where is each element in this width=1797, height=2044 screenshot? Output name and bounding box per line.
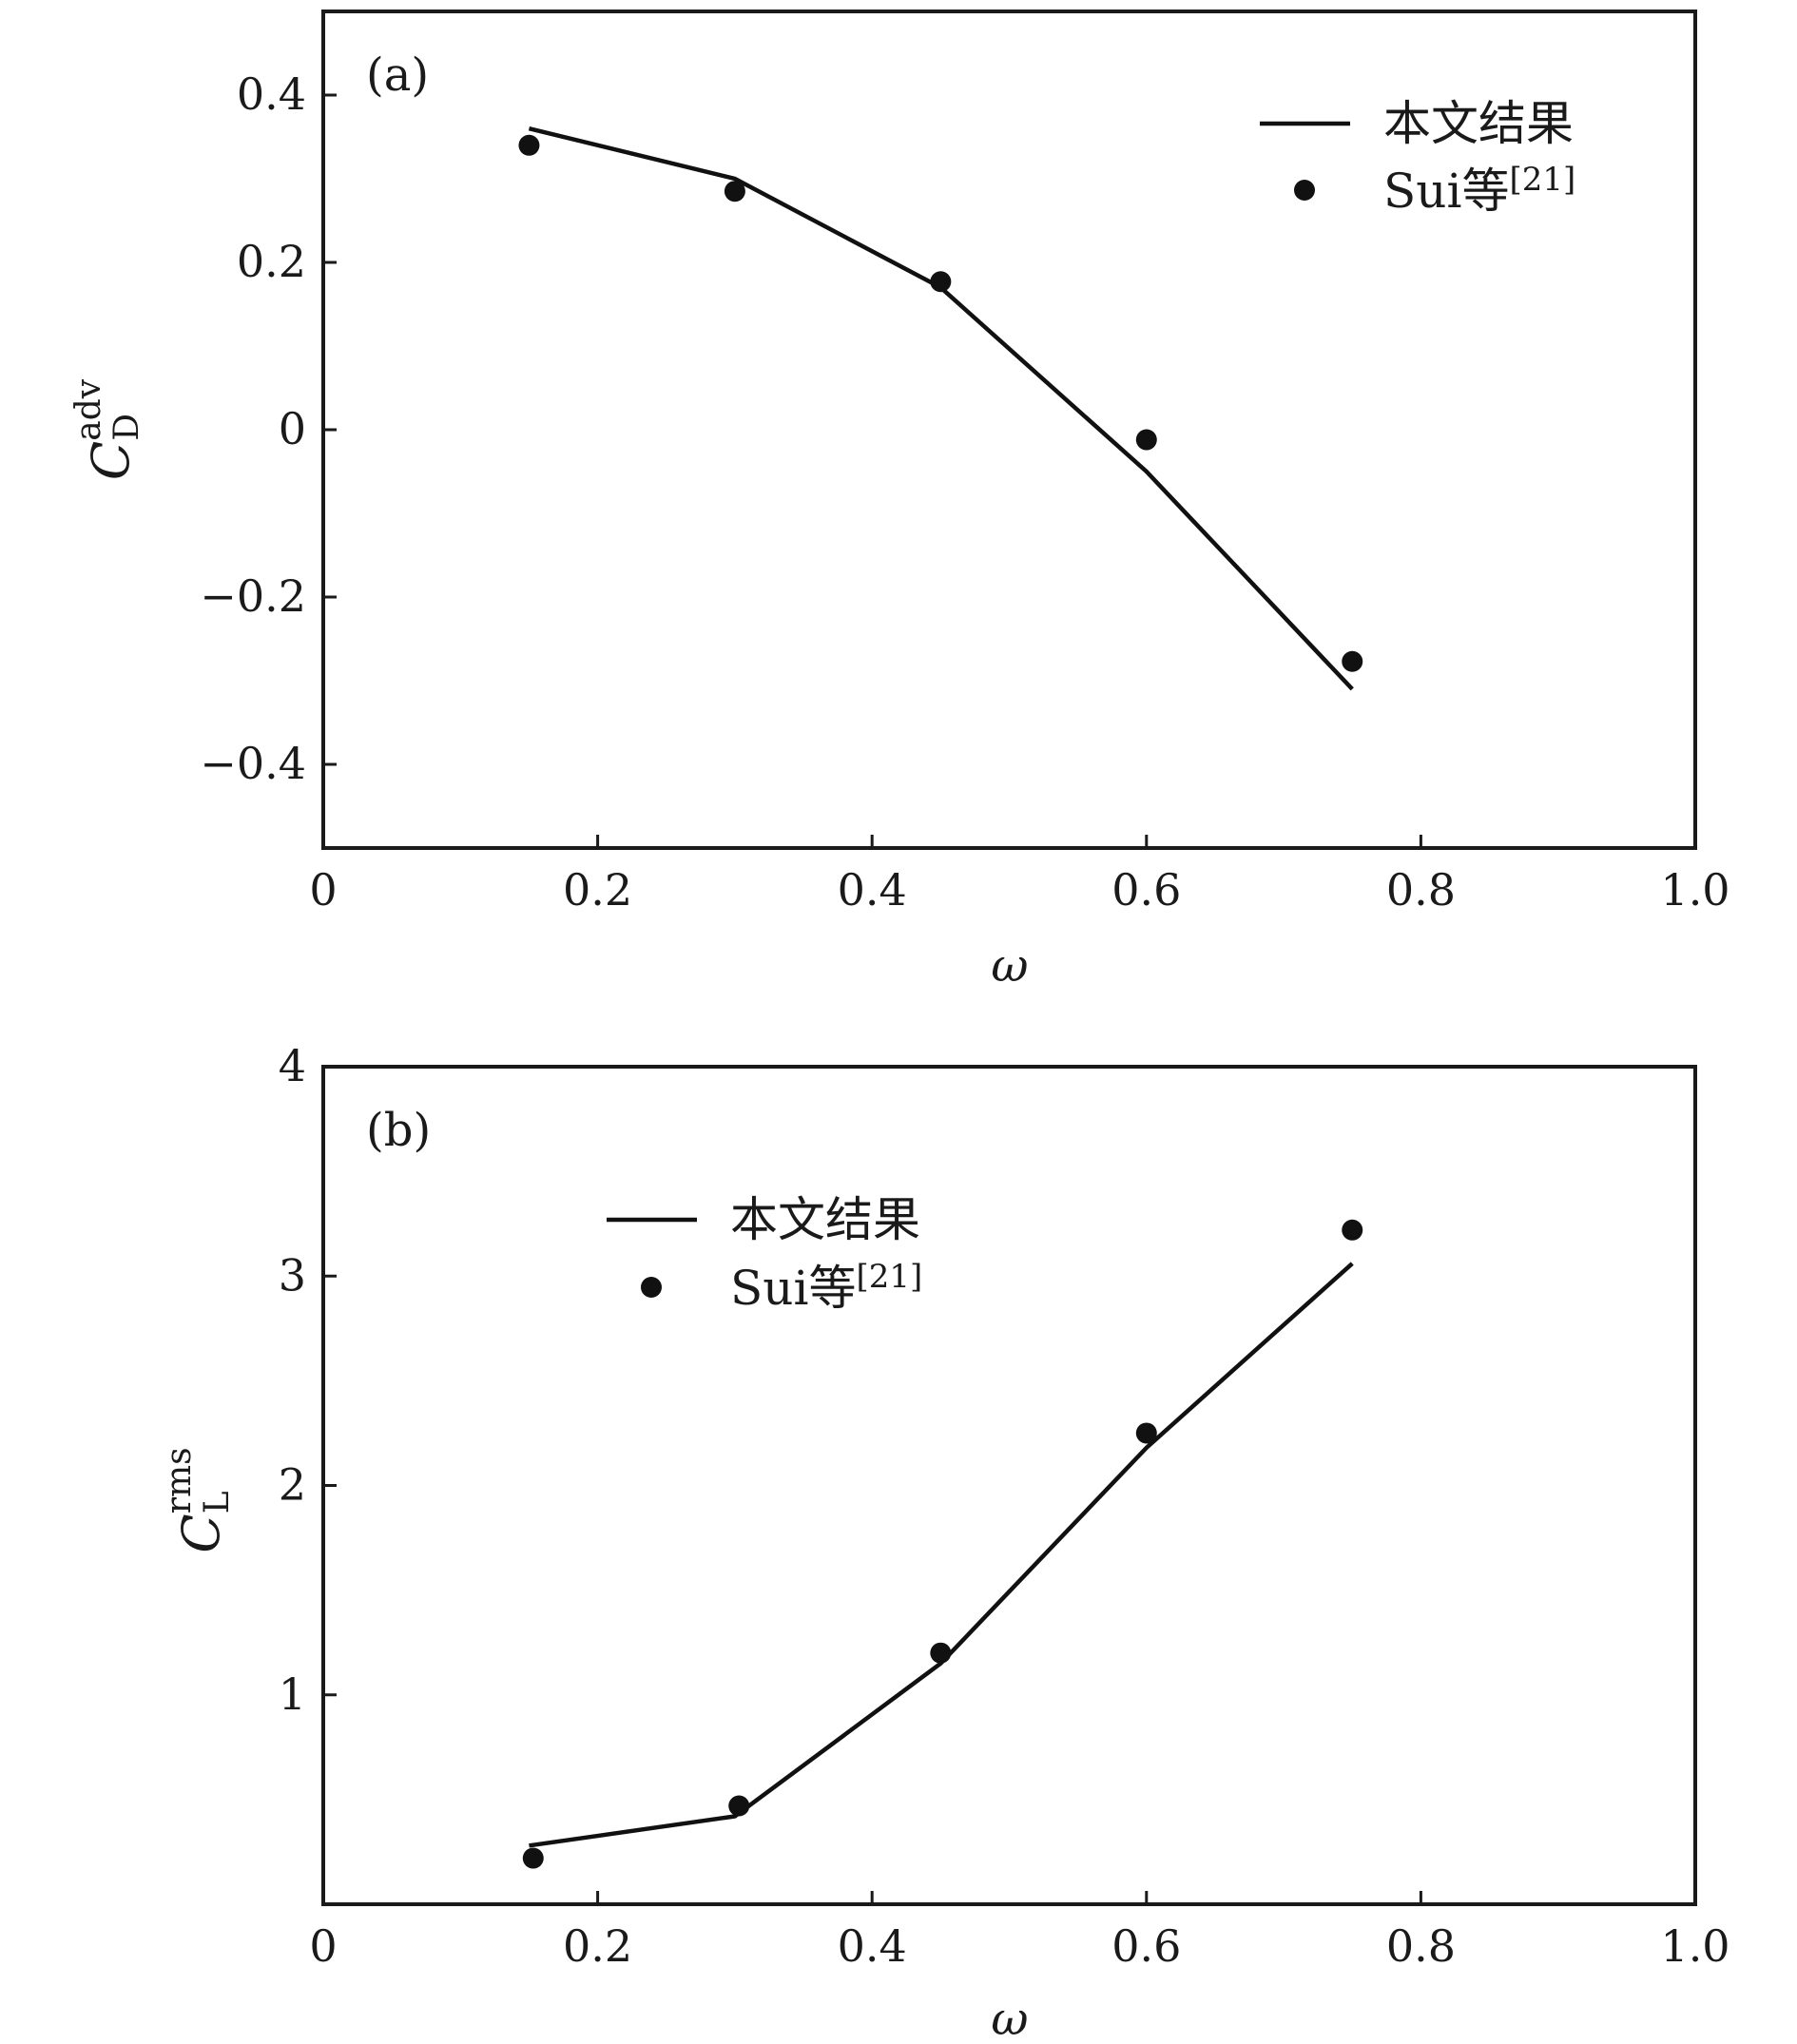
data-point-a-3 — [1135, 429, 1157, 451]
panel-b: 0 0.2 0.4 0.6 0.8 1.0 4 3 2 1 (b) ω CLrms 本文结果 Su… — [160, 1040, 1730, 2044]
legend-a-line-label: 本文结果 — [1383, 96, 1574, 151]
x-tick-label-b-2: 0.4 — [838, 1920, 907, 1972]
y-tick-label-b-1: 3 — [279, 1249, 306, 1301]
data-point-b-1 — [728, 1795, 750, 1817]
y-axis-label-b-sup: rms — [160, 1447, 199, 1514]
legend-b-point-ref: [21] — [856, 1258, 922, 1296]
x-tick-label-b-1: 0.2 — [563, 1920, 632, 1972]
x-tick-label-b-0: 0 — [309, 1920, 337, 1972]
legend-a-point-swatch — [1294, 180, 1315, 201]
x-tick-label-a-0: 0 — [309, 864, 337, 916]
y-axis-label-a-sub: D — [107, 414, 146, 441]
data-point-a-1 — [724, 181, 745, 202]
y-axis-label-b-base: C — [171, 1514, 231, 1552]
y-tick-label-a-4: −0.4 — [200, 738, 306, 789]
legend-a: 本文结果 Sui等[21] — [1260, 96, 1575, 219]
x-tick-label-a-4: 0.8 — [1386, 864, 1456, 916]
x-axis-label-a: ω — [991, 939, 1028, 993]
x-tick-label-a-5: 1.0 — [1660, 864, 1729, 916]
y-axis-label-a: CDadv — [69, 378, 146, 480]
legend-b-line-label: 本文结果 — [730, 1192, 920, 1247]
legend-b: 本文结果 Sui等[21] — [607, 1192, 922, 1316]
x-tick-label-a-1: 0.2 — [563, 864, 632, 916]
x-tick-label-b-3: 0.6 — [1111, 1920, 1181, 1972]
legend-a-point-label: Sui等[21] — [1383, 161, 1575, 219]
data-point-b-2 — [930, 1642, 952, 1664]
x-tick-label-b-5: 1.0 — [1660, 1920, 1729, 1972]
series-line-a — [528, 126, 1354, 691]
legend-b-point-label: Sui等[21] — [730, 1258, 922, 1316]
x-tick-label-b-4: 0.8 — [1386, 1920, 1456, 1972]
legend-a-point-ref: [21] — [1509, 161, 1575, 199]
x-tick-label-a-3: 0.6 — [1111, 864, 1181, 916]
legend-b-point-swatch — [641, 1277, 662, 1298]
ticks-a: 0 0.2 0.4 0.6 0.8 1.0 0.4 0.2 0 −0.2 −0.4 — [200, 68, 1729, 916]
y-tick-label-a-1: 0.2 — [237, 236, 306, 287]
x-axis-label-b: ω — [991, 1993, 1028, 2044]
y-tick-label-a-0: 0.4 — [237, 68, 306, 120]
data-point-a-2 — [930, 271, 952, 293]
panel-label-b: (b) — [366, 1104, 431, 1157]
y-axis-label-b-sub: L — [198, 1491, 237, 1514]
y-tick-label-b-3: 1 — [279, 1668, 306, 1720]
legend-a-point-name: Sui等 — [1383, 164, 1509, 219]
panel-a: 0 0.2 0.4 0.6 0.8 1.0 0.4 0.2 0 −0.2 −0.4 (a) ω CD… — [69, 10, 1730, 993]
y-tick-label-a-2: 0 — [279, 403, 306, 454]
marks-b — [522, 1219, 1363, 1869]
panel-label-a: (a) — [366, 48, 429, 102]
y-tick-label-a-3: −0.2 — [200, 570, 306, 622]
y-tick-label-b-2: 2 — [279, 1459, 306, 1511]
data-point-b-4 — [1342, 1219, 1363, 1241]
x-tick-label-a-2: 0.4 — [838, 864, 907, 916]
data-point-a-4 — [1342, 650, 1363, 672]
ticks-b: 0 0.2 0.4 0.6 0.8 1.0 4 3 2 1 — [279, 1040, 1730, 1972]
series-line-b — [529, 1262, 1354, 1848]
legend-b-point-name: Sui等 — [730, 1261, 856, 1316]
data-point-a-0 — [518, 134, 540, 156]
plot-frame-b — [321, 1065, 1697, 1906]
y-axis-label-b: CLrms — [160, 1447, 237, 1552]
data-point-b-3 — [1135, 1422, 1157, 1444]
y-axis-label-a-sup: adv — [69, 378, 108, 441]
y-tick-label-b-0: 4 — [279, 1040, 306, 1091]
marks-a — [518, 126, 1363, 691]
y-axis-label-a-base: C — [81, 441, 141, 480]
data-point-b-0 — [522, 1847, 544, 1869]
